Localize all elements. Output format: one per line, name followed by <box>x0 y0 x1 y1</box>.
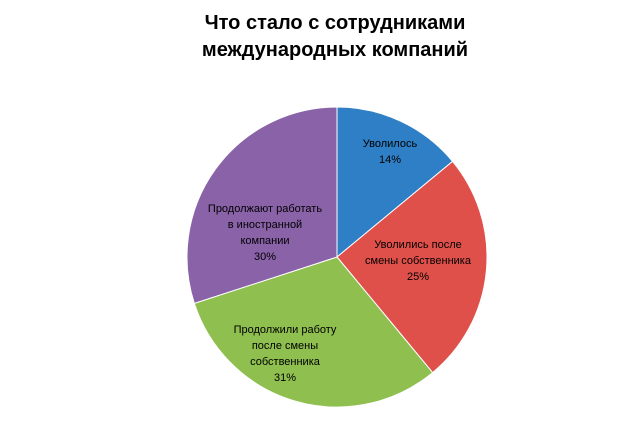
slice-value-label: 31% <box>274 372 296 384</box>
slice-value-label: 30% <box>254 251 276 263</box>
slice-label-1: Уволилось 14% <box>363 138 418 166</box>
pie-slice-3 <box>193 256 434 408</box>
slice-category-label: Продолжают работать <box>208 203 322 215</box>
slice-category-label: собственника <box>250 356 321 368</box>
slice-value-label: 25% <box>407 271 429 283</box>
slice-category-label: Продолжили работу <box>234 324 337 336</box>
slice-category-label: в иностранной <box>228 219 302 231</box>
slice-label-2: Уволились после смены собственника 25% <box>365 239 472 283</box>
chart-title-line-1: Что стало с сотрудниками <box>204 12 466 34</box>
slice-category-label: смены собственника <box>365 255 472 267</box>
chart-title-line-2: международных компаний <box>201 39 469 61</box>
slice-label-4: Продолжают работать в иностранной компании… <box>208 203 322 263</box>
slice-category-label: Уволились после <box>374 239 462 251</box>
pie-slice-2 <box>336 160 488 374</box>
slice-value-label: 14% <box>379 154 401 166</box>
slice-category-label: после смены <box>252 340 318 352</box>
slice-category-label: Уволилось <box>363 138 418 150</box>
chart-title: Что стало с сотрудниками международных к… <box>0 10 640 64</box>
pie-slice-1 <box>336 106 454 259</box>
pie-slice-4 <box>186 106 338 304</box>
slice-label-3: Продолжили работу после смены собственника… <box>234 324 337 384</box>
slice-category-label: компании <box>240 235 289 247</box>
